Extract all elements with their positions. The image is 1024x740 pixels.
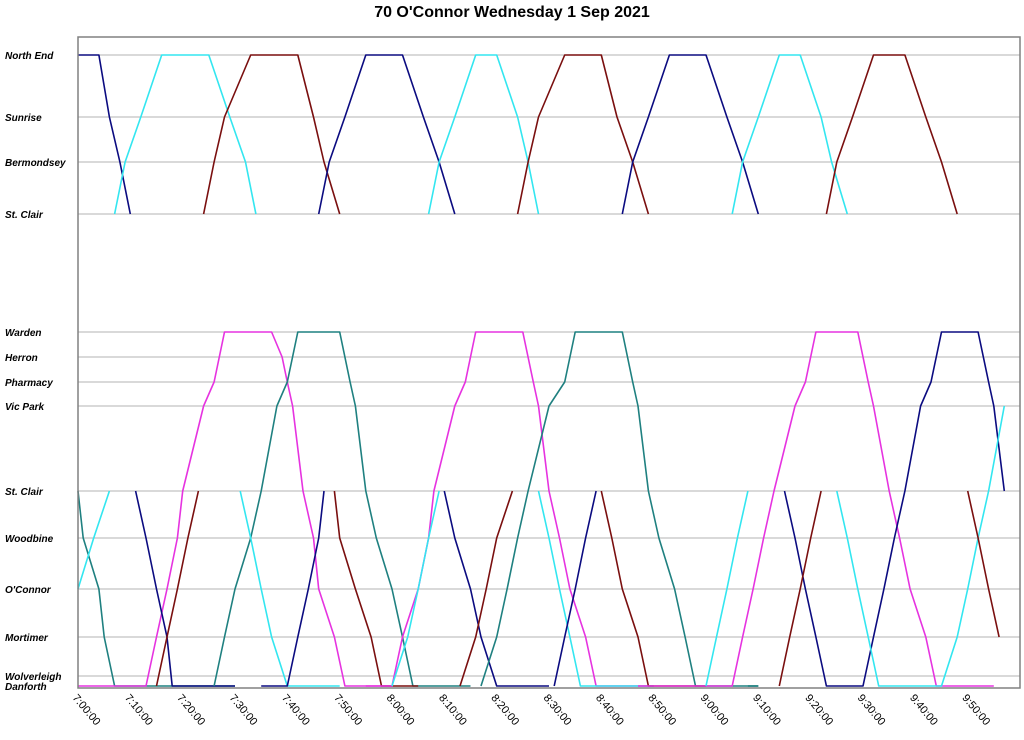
stop-label: Pharmacy — [5, 378, 53, 389]
trip-line — [443, 490, 549, 687]
x-tick-label: 8:10:00 — [436, 692, 469, 728]
stop-label: Danforth — [5, 682, 47, 693]
trip-line — [155, 490, 200, 687]
x-tick-label: 7:20:00 — [174, 692, 207, 728]
trip-line — [783, 331, 1006, 687]
trip-line — [621, 54, 760, 215]
trip-line — [705, 490, 749, 687]
series-lines — [77, 54, 1006, 687]
trip-line — [78, 331, 392, 687]
trip-line — [778, 490, 822, 687]
trip-line — [638, 331, 994, 687]
trip-line — [333, 490, 419, 687]
trip-line — [391, 490, 440, 687]
stop-label: Bermondsey — [5, 158, 66, 169]
trip-line — [427, 54, 540, 215]
x-tick-labels: 7:00:00 7:10:00 7:20:00 7:30:00 7:40:00 7:50:… — [70, 692, 992, 728]
x-tick-label: 7:30:00 — [227, 692, 260, 728]
trip-line — [553, 490, 597, 687]
trip-line — [836, 405, 1006, 687]
trip-line — [261, 490, 325, 687]
trip-line — [516, 54, 650, 215]
x-tick-label: 7:10:00 — [122, 692, 155, 728]
x-tick-label: 9:10:00 — [750, 692, 783, 728]
stop-label: Warden — [5, 328, 42, 339]
stop-label: O'Connor — [5, 585, 52, 596]
x-tick-label: 8:30:00 — [541, 692, 574, 728]
grid-lines — [78, 54, 1020, 677]
trip-line — [202, 54, 341, 215]
x-tick-label: 8:00:00 — [384, 692, 417, 728]
trip-line — [480, 331, 759, 687]
x-tick-label: 7:00:00 — [70, 692, 103, 728]
trip-line — [459, 490, 514, 687]
trip-line — [317, 54, 456, 215]
trip-line — [537, 490, 654, 687]
trip-line — [966, 490, 1000, 638]
x-tick-label: 9:00:00 — [698, 692, 731, 728]
stop-label: Mortimer — [5, 633, 49, 644]
trip-line — [213, 331, 471, 687]
trip-line — [825, 54, 958, 215]
plot-frame — [77, 36, 1021, 689]
x-tick-label: 9:40:00 — [907, 692, 940, 728]
x-tick-label: 9:20:00 — [802, 692, 835, 728]
stop-label: North End — [5, 51, 54, 62]
trip-line — [600, 490, 706, 687]
chart-title: 70 O'Connor Wednesday 1 Sep 2021 — [374, 4, 650, 21]
x-tick-label: 9:50:00 — [959, 692, 992, 728]
stop-label: St. Clair — [5, 487, 44, 498]
trip-line — [134, 490, 235, 687]
trip-line — [113, 54, 257, 215]
x-tick-label: 8:40:00 — [593, 692, 626, 728]
stop-label: Vic Park — [5, 402, 45, 413]
trip-line — [78, 54, 132, 215]
trip-line — [365, 331, 654, 687]
stop-label: St. Clair — [5, 210, 44, 221]
x-tick-label: 9:30:00 — [855, 692, 888, 728]
x-tick-label: 7:40:00 — [279, 692, 312, 728]
x-tick-label: 8:50:00 — [645, 692, 678, 728]
stop-label: Sunrise — [5, 113, 42, 124]
stop-label: Herron — [5, 353, 38, 364]
trip-line — [239, 490, 340, 687]
x-tick-label: 7:50:00 — [331, 692, 364, 728]
x-tick-label: 8:20:00 — [488, 692, 521, 728]
trip-line — [77, 490, 111, 590]
stop-label: Wolverleigh — [5, 672, 62, 683]
trip-line — [731, 54, 849, 215]
stop-label: Woodbine — [5, 534, 54, 545]
stop-labels: North End Sunrise Bermondsey St. Clair Warde… — [5, 51, 66, 693]
